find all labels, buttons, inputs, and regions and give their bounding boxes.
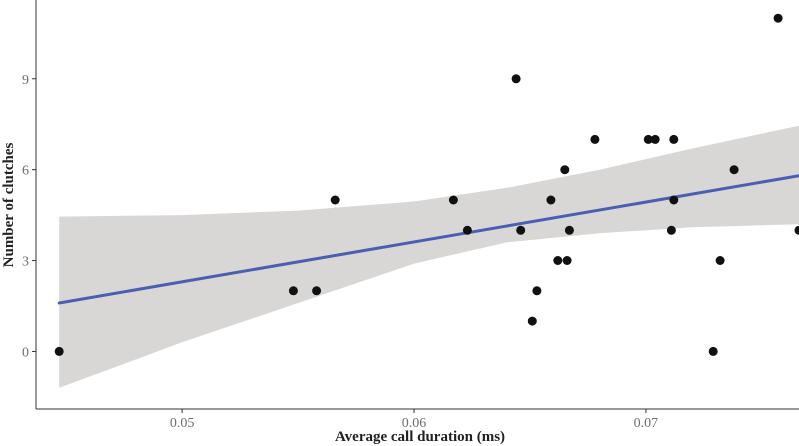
y-axis-title: Number of clutches <box>1 142 17 267</box>
data-point <box>669 134 679 144</box>
data-point <box>511 74 521 84</box>
data-point <box>794 225 799 235</box>
data-point <box>288 286 298 296</box>
data-points <box>54 13 799 356</box>
data-point <box>715 256 725 265</box>
confidence-band-layer <box>59 125 799 388</box>
data-point <box>669 195 679 205</box>
data-point <box>643 134 653 144</box>
data-point <box>527 316 537 326</box>
data-point <box>462 225 472 235</box>
data-point <box>560 165 570 175</box>
x-tick-label: 0.07 <box>634 416 659 431</box>
data-point <box>516 225 526 235</box>
y-tick-label: 3 <box>22 255 29 270</box>
data-point <box>312 286 322 296</box>
data-point <box>562 256 572 265</box>
data-point <box>650 134 660 144</box>
y-tick-label: 9 <box>22 73 29 88</box>
data-point <box>448 195 458 205</box>
data-point <box>546 195 556 205</box>
data-point <box>532 286 542 296</box>
data-point <box>564 225 574 235</box>
x-axis-title: Average call duration (ms) <box>335 429 505 445</box>
y-tick-label: 0 <box>22 345 29 360</box>
data-point <box>330 195 340 205</box>
x-tick-label: 0.06 <box>402 416 427 431</box>
data-point <box>773 13 783 23</box>
data-point <box>553 256 563 265</box>
data-point <box>666 225 676 235</box>
data-point <box>590 134 600 144</box>
x-tick-label: 0.05 <box>170 416 195 431</box>
confidence-band <box>59 125 799 388</box>
y-tick-label: 6 <box>22 164 29 179</box>
data-point <box>54 346 64 356</box>
data-point <box>708 346 718 356</box>
axes <box>35 0 799 410</box>
data-point <box>729 165 739 175</box>
ticks: 0.05 0.06 0.07 0 3 6 9 <box>22 73 658 431</box>
